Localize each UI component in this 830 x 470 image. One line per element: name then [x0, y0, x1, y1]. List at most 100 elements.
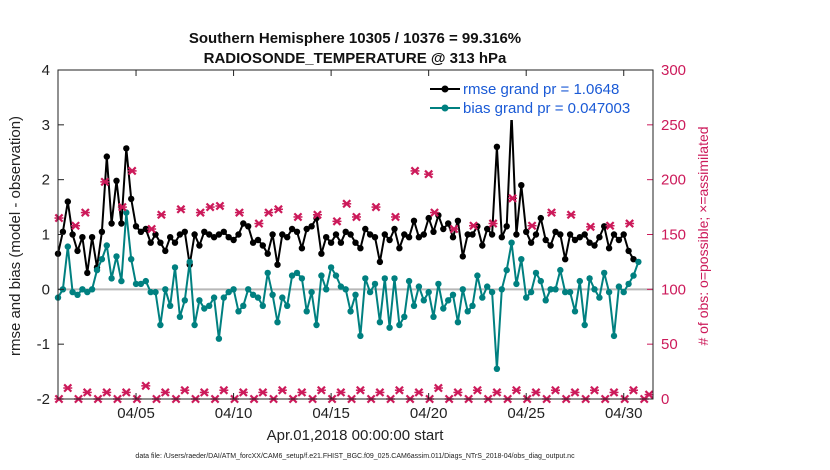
rmse-point — [503, 223, 510, 230]
rmse-point — [479, 242, 486, 249]
bias-point — [215, 335, 223, 342]
rmse-point — [542, 236, 549, 244]
rmse-point — [191, 231, 198, 238]
rmse-point — [240, 220, 247, 227]
obs-count-marker — [449, 224, 459, 234]
rmse-point — [630, 256, 637, 263]
obs-count-marker — [566, 210, 576, 220]
bias-point — [376, 319, 384, 326]
bias-point — [459, 286, 466, 293]
obs-count-marker — [424, 169, 434, 179]
bias-point — [615, 283, 623, 290]
bias-point — [430, 313, 437, 320]
rmse-point — [74, 247, 81, 255]
bias-point — [298, 275, 306, 282]
bias-point — [415, 283, 423, 290]
obs-count-marker — [117, 202, 127, 212]
x-tick-label: 04/20 — [410, 405, 448, 422]
rmse-point — [347, 231, 354, 238]
rmse-point — [196, 242, 203, 249]
bias-point — [386, 324, 393, 331]
rmse-point — [342, 228, 349, 235]
bias-point — [488, 288, 496, 296]
rmse-line — [57, 113, 635, 274]
rmse-point — [79, 234, 86, 241]
bias-point — [596, 294, 603, 301]
rmse-point — [113, 177, 120, 184]
bias-point — [362, 275, 369, 282]
obs-count-marker — [264, 208, 274, 217]
rmse-point — [264, 250, 271, 257]
bias-point — [235, 308, 242, 315]
bias-point — [186, 258, 193, 266]
rmse-point — [562, 256, 569, 263]
rmse-point — [484, 225, 491, 233]
plot-frame — [57, 69, 654, 400]
rmse-point — [445, 220, 452, 227]
obs-count-marker — [488, 219, 498, 228]
rmse-point — [420, 231, 427, 238]
bias-point — [288, 272, 296, 279]
obs-count-marker — [609, 388, 619, 397]
obs-count-marker — [550, 385, 560, 395]
bias-point — [635, 258, 642, 266]
bias-point — [342, 286, 349, 293]
bias-point — [210, 294, 218, 301]
obs-count-marker — [147, 224, 157, 234]
y-tick-label: 2 — [42, 172, 50, 189]
obs-count-marker — [336, 388, 346, 397]
rmse-point — [128, 195, 135, 203]
rmse-point — [362, 225, 369, 233]
rmse-point — [201, 228, 208, 235]
bias-point — [230, 286, 237, 293]
bias-point — [498, 286, 505, 293]
y2-tick-label: 200 — [661, 172, 686, 189]
obs-count-marker — [293, 212, 303, 222]
rmse-point — [142, 225, 149, 233]
rmse-point — [206, 231, 213, 238]
y2-tick-label: 100 — [661, 281, 686, 298]
bias-point — [303, 308, 310, 315]
bias-point — [425, 288, 432, 296]
bias-point — [279, 294, 286, 301]
bias-point — [332, 272, 340, 279]
obs-count-marker — [355, 385, 365, 395]
obs-count-marker — [469, 221, 479, 231]
obs-count-marker — [195, 208, 205, 217]
bias-point — [610, 332, 618, 340]
bias-point — [79, 286, 86, 293]
rmse-point — [576, 234, 583, 241]
bias-point — [493, 365, 501, 372]
bias-point — [206, 302, 213, 309]
rmse-point — [308, 223, 315, 230]
obs-count-marker — [390, 212, 400, 222]
bias-point — [313, 321, 320, 329]
bias-point — [366, 288, 374, 296]
y-tick-label: 0 — [42, 281, 50, 298]
rmse-point — [235, 231, 242, 238]
bias-point — [542, 297, 549, 304]
rmse-point — [323, 234, 330, 241]
rmse-point — [518, 182, 525, 189]
obs-count-marker — [258, 388, 268, 397]
bias-point — [157, 321, 164, 329]
obs-count-marker — [316, 385, 326, 395]
obs-count-marker — [625, 219, 635, 228]
obs-count-marker — [121, 388, 131, 397]
obs-count-marker — [273, 204, 283, 214]
bias-point — [108, 275, 115, 282]
rmse-point — [571, 236, 579, 244]
rmse-point — [176, 231, 184, 238]
rmse-point — [596, 234, 603, 241]
bias-point — [249, 291, 257, 298]
bias-point — [327, 264, 335, 271]
rmse-point — [84, 269, 91, 277]
obs-count-marker — [628, 385, 638, 395]
obs-count-marker — [205, 202, 215, 212]
bias-point — [469, 302, 476, 309]
bias-point — [513, 280, 520, 288]
obs-count-marker — [527, 221, 537, 231]
rmse-point — [298, 245, 306, 252]
bias-point — [371, 280, 379, 288]
rmse-point — [69, 231, 76, 238]
